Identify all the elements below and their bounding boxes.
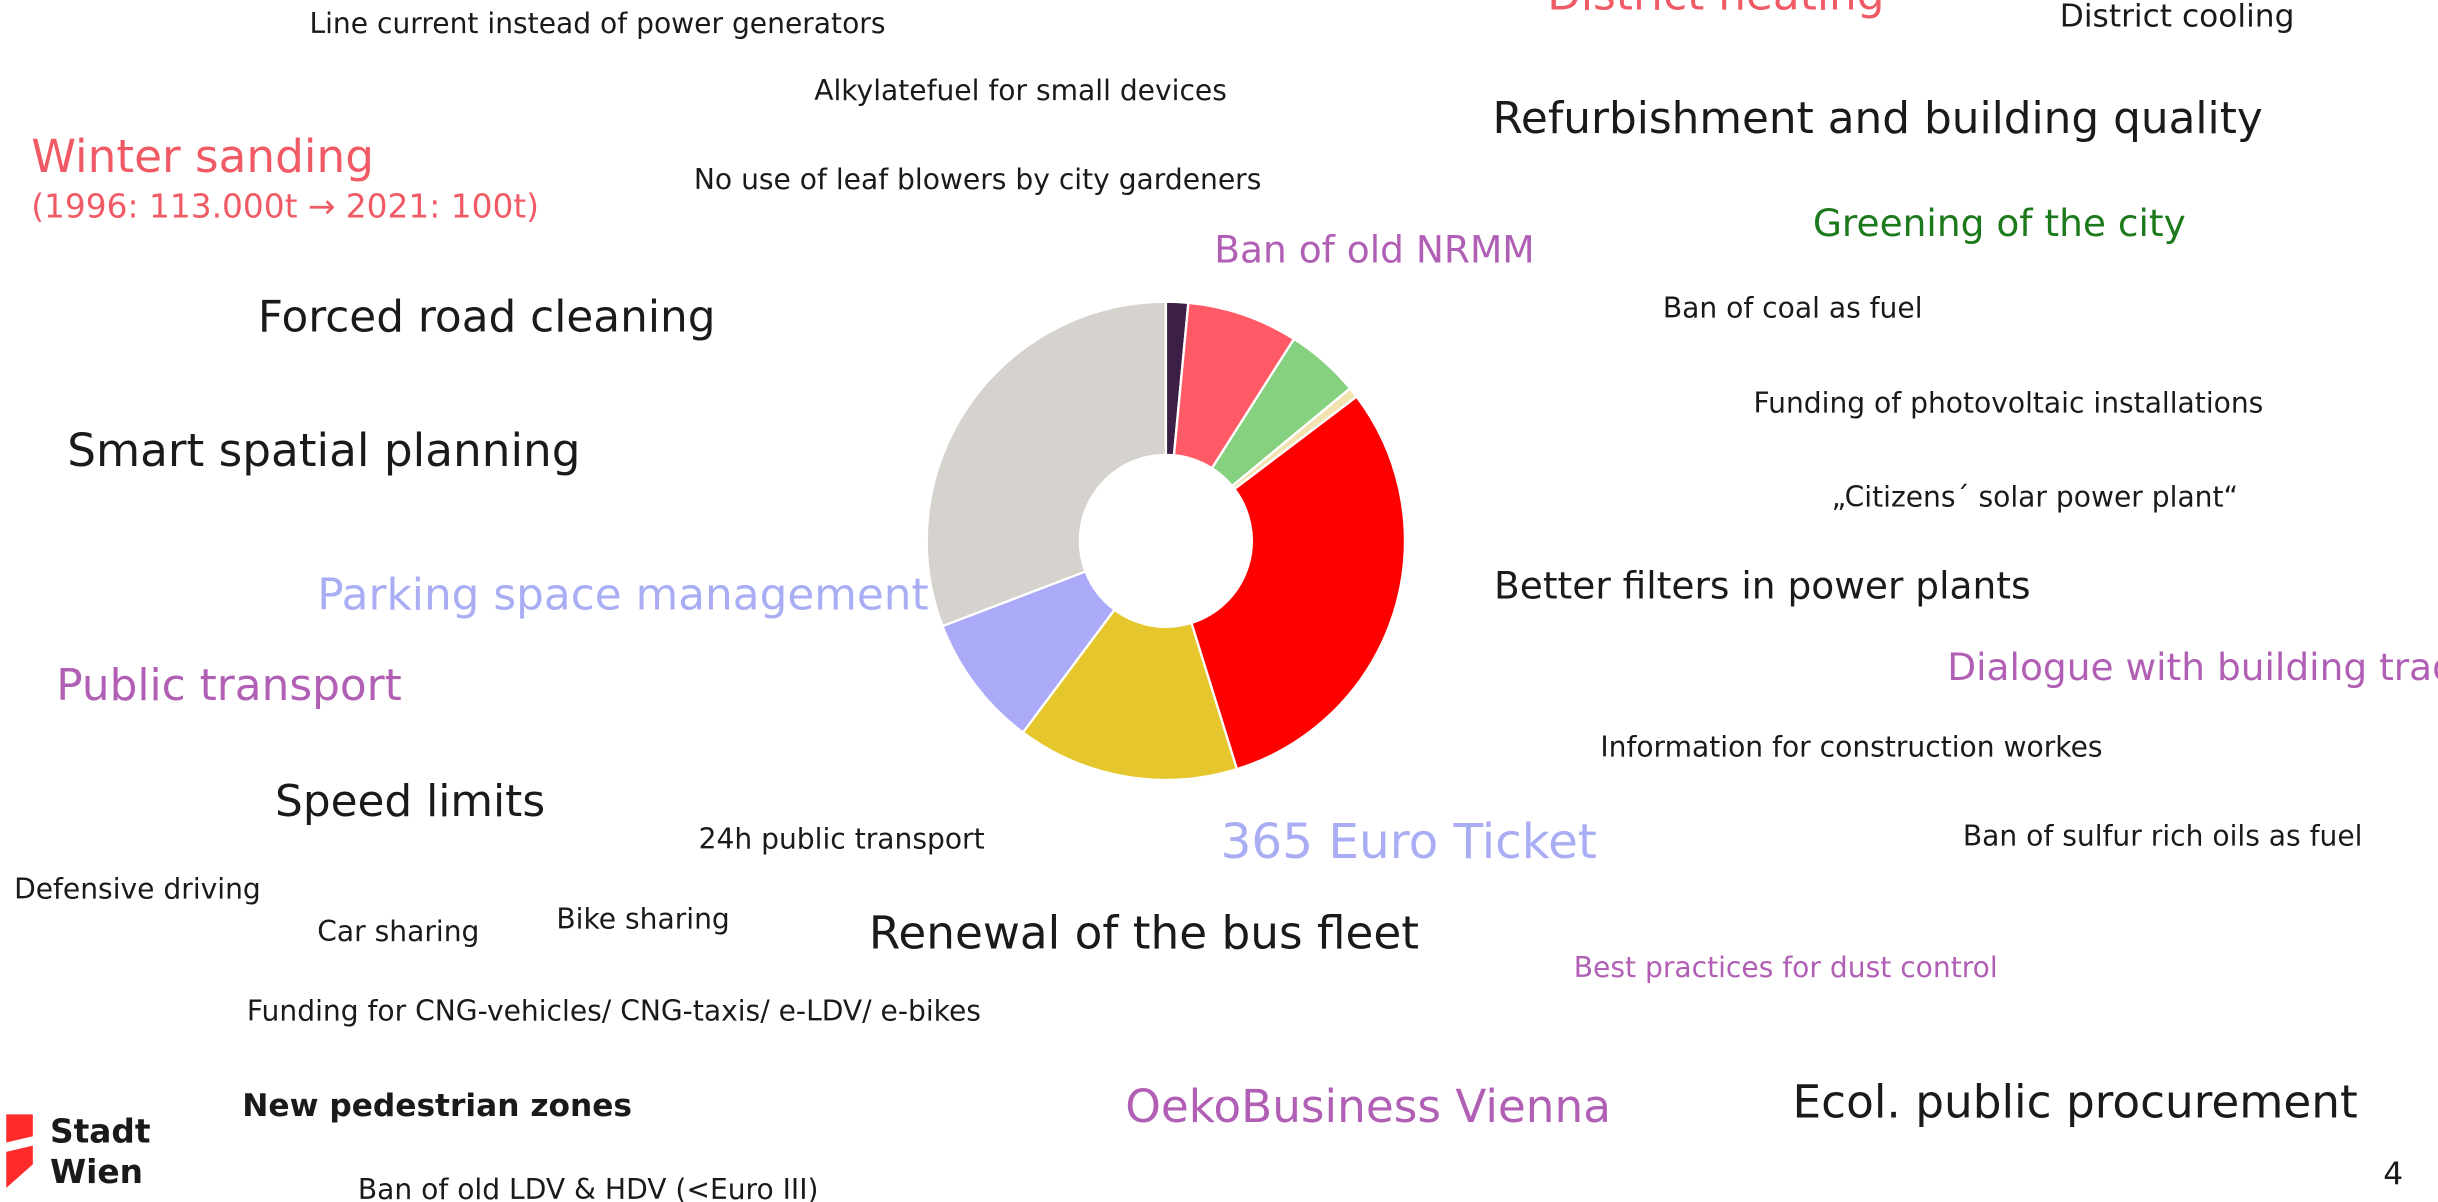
label: New pedestrian zones bbox=[242, 1088, 632, 1124]
label: „Citizens´ solar power plant“ bbox=[1832, 480, 2238, 513]
logo-text: Wien bbox=[50, 1153, 143, 1191]
label: District cooling bbox=[2060, 0, 2295, 35]
label: Speed limits bbox=[275, 776, 545, 827]
label: Greening of the city bbox=[1813, 201, 2186, 245]
label: Public transport bbox=[56, 660, 402, 711]
logo-mark bbox=[6, 1114, 33, 1188]
label: Funding for CNG-vehicles/ CNG-taxis/ e-L… bbox=[247, 995, 981, 1028]
donut-chart bbox=[925, 300, 1407, 782]
label: Forced road cleaning bbox=[258, 291, 716, 342]
label: Ban of sulfur rich oils as fuel bbox=[1963, 820, 2363, 853]
label: Better filters in power plants bbox=[1494, 564, 2030, 608]
label: Car sharing bbox=[317, 915, 479, 948]
label: Ban of old NRMM bbox=[1214, 228, 1534, 272]
label: Parking space management bbox=[317, 570, 928, 621]
label: Ban of coal as fuel bbox=[1663, 291, 1923, 324]
logo-text: Stadt bbox=[50, 1113, 151, 1151]
donut-slice bbox=[1189, 395, 1407, 771]
donut-slice bbox=[1021, 608, 1239, 782]
label: (1996: 113.000t → 2021: 100t) bbox=[31, 187, 539, 225]
label: Ban of old LDV & HDV (<Euro III) bbox=[358, 1173, 819, 1202]
label: Information for construction workes bbox=[1600, 731, 2102, 764]
label: Smart spatial planning bbox=[67, 424, 580, 477]
label: Renewal of the bus fleet bbox=[869, 907, 1419, 960]
page-number: 4 bbox=[2383, 1157, 2403, 1193]
label: OekoBusiness Vienna bbox=[1125, 1080, 1611, 1133]
label: Ecol. public procurement bbox=[1793, 1076, 2358, 1129]
label: Winter sanding bbox=[31, 130, 374, 183]
label: 24h public transport bbox=[699, 823, 985, 856]
label: Best practices for dust control bbox=[1574, 951, 1998, 984]
label: Alkylatefuel for small devices bbox=[814, 74, 1227, 107]
label: Funding of photovoltaic installations bbox=[1753, 387, 2263, 420]
label: 365 Euro Ticket bbox=[1221, 814, 1597, 870]
label: Refurbishment and building quality bbox=[1492, 93, 2262, 144]
label: Defensive driving bbox=[14, 873, 261, 906]
label: Bike sharing bbox=[556, 902, 729, 935]
label: No use of leaf blowers by city gardeners bbox=[694, 163, 1261, 196]
label: Line current instead of power generators bbox=[309, 7, 885, 40]
donut-slice bbox=[925, 300, 1168, 628]
label: District heating bbox=[1547, 0, 1884, 20]
label: Dialogue with building trade bbox=[1947, 645, 2438, 689]
